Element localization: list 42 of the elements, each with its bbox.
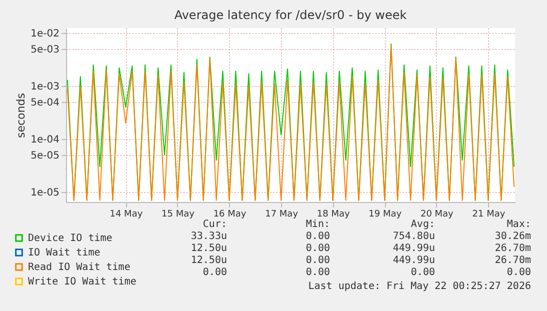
legend-label: Read IO Wait time: [28, 262, 130, 273]
text: 754.80u: [392, 231, 435, 242]
legend-label: Device IO time: [28, 233, 112, 244]
y-tick-label: 1e-04: [30, 134, 60, 146]
text: 449.99u: [392, 255, 435, 266]
y-tick-label: 1e-03: [30, 81, 60, 92]
y-tick-label: 5e-05: [30, 150, 60, 162]
y-tick-label: 5e-04: [30, 97, 60, 108]
text: Cur:: [202, 219, 227, 230]
x-tick-label: 19 May: [368, 210, 402, 220]
text: 0.00: [410, 267, 435, 278]
x-tick-label: 21 May: [472, 210, 506, 220]
legend-label: IO Wait time: [28, 248, 100, 258]
text: 12.50u: [190, 255, 227, 266]
x-tick-label: 20 May: [420, 210, 454, 220]
chart-title: Average latency for /dev/sr0 - by week: [174, 8, 407, 22]
x-tick-label: 14 May: [110, 210, 144, 220]
y-tick-label: 1e-02: [30, 28, 60, 40]
text: 0.00: [506, 267, 531, 278]
text: 0.00: [306, 231, 330, 242]
text: 0.00: [306, 255, 330, 266]
x-tick-label: 16 May: [213, 210, 247, 220]
y-axis-title: seconds: [14, 92, 28, 138]
x-tick-label: 15 May: [162, 210, 196, 220]
text: 33.33u: [190, 231, 227, 242]
text: 26.70m: [494, 243, 531, 254]
legend-label: Write IO Wait time: [28, 276, 136, 288]
text: 26.70m: [494, 255, 531, 266]
text: 0.00: [306, 243, 330, 254]
text: 0.00: [306, 267, 330, 278]
text: 0.00: [202, 267, 227, 278]
text: 449.99u: [392, 243, 435, 254]
y-tick-label: 1e-05: [30, 188, 60, 199]
x-tick-label: 17 May: [265, 210, 299, 220]
text: Avg:: [410, 219, 435, 230]
y-tick-label: 5e-03: [30, 44, 60, 56]
x-tick-label: 18 May: [316, 210, 350, 220]
text: Max:: [506, 219, 531, 230]
text: 30.26m: [494, 231, 531, 242]
text: Min:: [306, 219, 330, 230]
text: 12.50u: [190, 243, 227, 254]
text: Last update: Fri May 22 00:25:27 2026: [308, 281, 531, 292]
